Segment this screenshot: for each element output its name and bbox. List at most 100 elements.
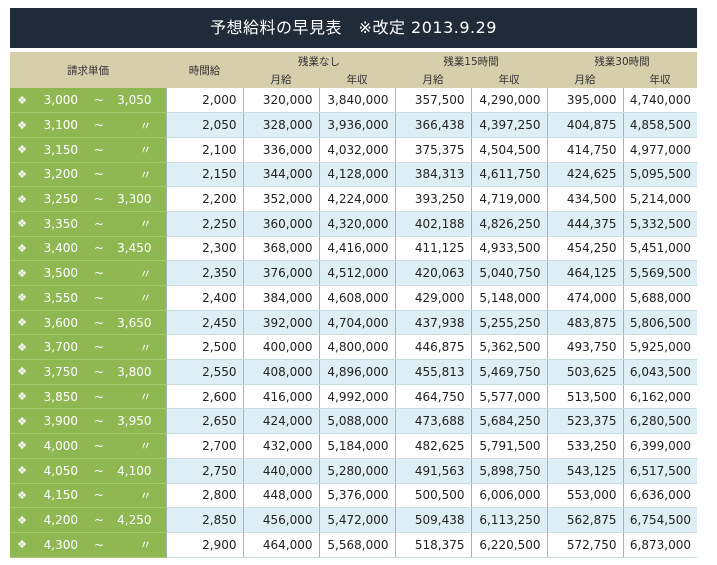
hourly: 2,750	[165, 458, 243, 484]
sub-header: 月給	[243, 70, 319, 88]
row: ❖ 3,850 ~ 〃 2,600 416,000 4,992,000 464,750 5,57…	[10, 384, 697, 410]
group-header: 残業15時間	[395, 52, 547, 70]
rate-from: 4,150	[34, 483, 84, 509]
annual: 4,032,000	[318, 137, 395, 163]
rate-from: 3,500	[34, 260, 84, 286]
rate-header: 請求単価	[10, 52, 166, 88]
monthly: 432,000	[242, 433, 319, 459]
monthly: 411,125	[394, 236, 471, 262]
annual: 5,469,750	[470, 359, 547, 385]
hourly: 2,550	[165, 359, 243, 385]
rate-tilde: ~	[84, 186, 114, 212]
annual: 5,472,000	[318, 507, 395, 533]
monthly: 518,375	[394, 532, 471, 558]
monthly: 336,000	[242, 137, 319, 163]
monthly: 464,125	[546, 260, 623, 286]
annual: 5,184,000	[318, 433, 395, 459]
hourly-header: 時間給	[166, 52, 243, 88]
monthly: 446,875	[394, 334, 471, 361]
monthly: 357,500	[394, 88, 471, 114]
annual: 5,791,500	[470, 433, 547, 459]
row-icon: ❖	[10, 112, 34, 138]
rate-to: 〃	[114, 137, 166, 163]
annual: 6,113,250	[470, 507, 547, 533]
rate-to: 〃	[114, 260, 166, 286]
hourly: 2,200	[165, 186, 243, 212]
annual: 5,925,000	[622, 334, 697, 361]
monthly: 455,813	[394, 359, 471, 385]
monthly: 437,938	[394, 310, 471, 336]
monthly: 482,625	[394, 433, 471, 459]
monthly: 434,500	[546, 186, 623, 212]
annual: 4,290,000	[470, 88, 547, 114]
row: ❖ 3,250 ~3,300 2,200 352,000 4,224,000 393,250…	[10, 186, 697, 212]
rate-to: 4,250	[114, 507, 166, 533]
annual: 5,040,750	[470, 260, 547, 286]
rate-tilde: ~	[84, 359, 114, 385]
annual: 5,148,000	[470, 285, 547, 311]
rate-to: 〃	[114, 384, 166, 410]
monthly: 464,750	[394, 384, 471, 410]
row-icon: ❖	[10, 88, 34, 114]
rate-tilde: ~	[84, 162, 114, 188]
monthly: 368,000	[242, 236, 319, 262]
monthly: 352,000	[242, 186, 319, 212]
monthly: 483,875	[546, 310, 623, 336]
sub-header: 月給	[547, 70, 623, 88]
monthly: 376,000	[242, 260, 319, 286]
row-icon: ❖	[10, 507, 34, 533]
row-icon: ❖	[10, 532, 34, 558]
hourly: 2,000	[165, 88, 243, 114]
hourly: 2,650	[165, 408, 243, 435]
rate-to: 〃	[114, 211, 166, 237]
row: ❖ 3,600 ~3,650 2,450 392,000 4,704,000 437,938…	[10, 310, 697, 336]
rate-tilde: ~	[84, 483, 114, 509]
row: ❖ 3,500 ~ 〃 2,350 376,000 4,512,000 420,063 5,04…	[10, 260, 697, 286]
title: 予想給料の早見表 ※改定 2013.9.29	[10, 8, 697, 48]
hourly: 2,450	[165, 310, 243, 336]
monthly: 503,625	[546, 359, 623, 385]
rate-from: 3,750	[34, 359, 84, 385]
annual: 6,043,500	[622, 359, 697, 385]
annual: 5,688,000	[622, 285, 697, 311]
rate-to: 〃	[114, 334, 166, 361]
rate-tilde: ~	[84, 211, 114, 237]
monthly: 429,000	[394, 285, 471, 311]
hourly: 2,600	[165, 384, 243, 410]
annual: 6,517,500	[622, 458, 697, 484]
row: ❖ 3,550 ~ 〃 2,400 384,000 4,608,000 429,000 5,14…	[10, 285, 697, 311]
row: ❖ 3,150 ~ 〃 2,100 336,000 4,032,000 375,375 4,50…	[10, 137, 697, 163]
rate-tilde: ~	[84, 507, 114, 533]
rate-to: 〃	[114, 285, 166, 311]
annual: 5,362,500	[470, 334, 547, 361]
hourly: 2,150	[165, 162, 243, 188]
rate-from: 3,700	[34, 334, 84, 361]
rate-from: 3,550	[34, 285, 84, 311]
rate-tilde: ~	[84, 433, 114, 459]
rate-tilde: ~	[84, 137, 114, 163]
row-icon: ❖	[10, 162, 34, 188]
annual: 5,568,000	[318, 532, 395, 558]
monthly: 320,000	[242, 88, 319, 114]
rate-tilde: ~	[84, 310, 114, 336]
rate-tilde: ~	[84, 236, 114, 262]
monthly: 493,750	[546, 334, 623, 361]
row: ❖ 3,900 ~3,950 2,650 424,000 5,088,000 473,688…	[10, 408, 697, 435]
annual: 4,719,000	[470, 186, 547, 212]
annual: 5,451,000	[622, 236, 697, 262]
annual: 6,006,000	[470, 483, 547, 509]
monthly: 408,000	[242, 359, 319, 385]
monthly: 366,438	[394, 112, 471, 138]
row: ❖ 4,300 ~ 〃 2,900 464,000 5,568,000 518,375 6,22…	[10, 532, 697, 558]
annual: 4,977,000	[622, 137, 697, 163]
rate-tilde: ~	[84, 458, 114, 484]
annual: 4,896,000	[318, 359, 395, 385]
annual: 5,898,750	[470, 458, 547, 484]
annual: 3,936,000	[318, 112, 395, 138]
rate-to: 3,800	[114, 359, 166, 385]
rate-tilde: ~	[84, 285, 114, 311]
annual: 3,840,000	[318, 88, 395, 114]
salary-table: 請求単価 時間給 残業なし 残業15時間 残業30時間 月給 年収 月給 年収 月給 年収…	[10, 52, 697, 558]
row-icon: ❖	[10, 211, 34, 237]
